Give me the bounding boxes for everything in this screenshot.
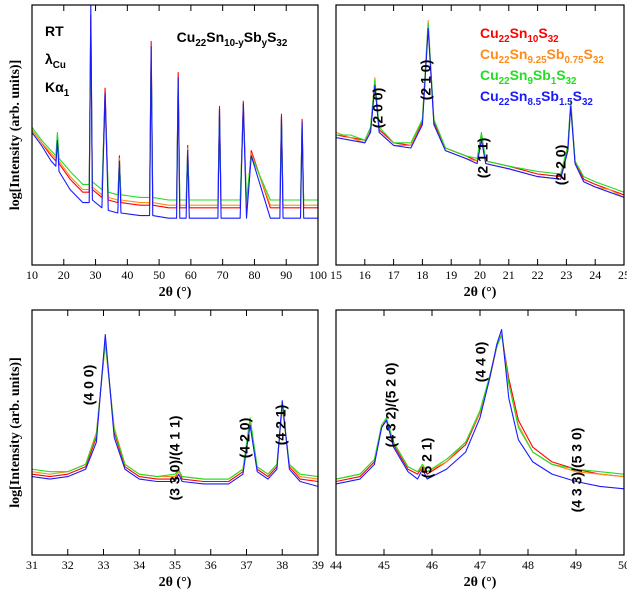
plot-area — [336, 329, 624, 490]
peak-annotation: Kα1 — [45, 79, 70, 99]
peak-annotation: (2 1 0) — [418, 60, 434, 100]
x-tick-label: 36 — [205, 558, 217, 572]
spectrum-line — [32, 30, 318, 201]
x-tick-label: 21 — [503, 268, 515, 282]
x-tick-label: 60 — [185, 268, 197, 282]
x-tick-label: 15 — [330, 268, 342, 282]
peak-annotation: (4 0 0) — [81, 365, 97, 405]
x-tick-label: 39 — [312, 558, 324, 572]
legend-entry: Cu22Sn10S32 — [480, 25, 559, 45]
legend-entry: Cu22Sn8.5Sb1.5S32 — [480, 88, 593, 108]
spectrum-line — [32, 333, 318, 487]
plot-area — [32, 333, 318, 487]
spectrum-line — [336, 329, 624, 490]
x-axis-label: 2θ (°) — [159, 285, 192, 300]
x-tick-label: 48 — [522, 558, 534, 572]
x-tick-label: 49 — [570, 558, 582, 572]
x-tick-label: 19 — [445, 268, 457, 282]
peak-annotation: (2 2 0) — [553, 145, 569, 185]
x-tick-label: 90 — [280, 268, 292, 282]
spectrum-line — [32, 35, 318, 206]
x-tick-label: 70 — [217, 268, 229, 282]
x-tick-label: 17 — [388, 268, 400, 282]
x-tick-label: 34 — [133, 558, 145, 572]
x-tick-label: 16 — [359, 268, 371, 282]
spectrum-line — [32, 14, 318, 209]
peak-annotation: (4 3 2)/(5 2 0) — [383, 363, 399, 448]
x-tick-label: 22 — [532, 268, 544, 282]
peak-annotation: (4 2 0) — [237, 418, 253, 458]
x-tick-label: 37 — [241, 558, 253, 572]
x-tick-label: 47 — [474, 558, 486, 572]
x-tick-label: 46 — [426, 558, 438, 572]
y-axis-label: log[Intensity (arb. units)] — [8, 60, 23, 211]
x-tick-label: 20 — [58, 268, 70, 282]
spectrum-line — [336, 27, 624, 198]
x-tick-label: 32 — [62, 558, 74, 572]
x-tick-label: 20 — [474, 268, 486, 282]
x-tick-label: 44 — [330, 558, 342, 572]
x-axis-label: 2θ (°) — [464, 285, 497, 300]
y-axis-label: log[Intensity (arb. units)] — [8, 357, 23, 508]
x-tick-label: 25 — [618, 268, 627, 282]
x-tick-label: 50 — [618, 558, 627, 572]
x-axis-label: 2θ (°) — [464, 575, 497, 590]
plot-frame — [31, 4, 319, 266]
peak-annotation: (5 2 1) — [419, 438, 435, 478]
x-tick-label: 30 — [90, 268, 102, 282]
x-tick-label: 10 — [26, 268, 38, 282]
x-tick-label: 80 — [248, 268, 260, 282]
x-tick-label: 33 — [98, 558, 110, 572]
legend-entry: Cu22Sn9Sb1S32 — [480, 67, 577, 87]
peak-annotation: RT — [45, 23, 64, 39]
peak-annotation: (2 1 1) — [475, 138, 491, 178]
plot-area — [336, 20, 624, 198]
x-tick-label: 31 — [26, 558, 38, 572]
spectrum-line — [32, 5, 318, 219]
x-tick-label: 18 — [416, 268, 428, 282]
peak-annotation: (2 0 0) — [370, 88, 386, 128]
x-tick-label: 24 — [589, 268, 601, 282]
peak-annotation: Cu22Sn10-ySbyS32 — [177, 29, 288, 49]
legend-entry: Cu22Sn9.25Sb0.75S32 — [480, 46, 604, 66]
x-tick-label: 35 — [169, 558, 181, 572]
peak-annotation: (3 3 0)/(4 1 1) — [167, 416, 183, 501]
x-tick-label: 100 — [309, 268, 327, 282]
x-tick-label: 50 — [153, 268, 165, 282]
peak-annotation: (4 3 3)/(5 3 0) — [569, 428, 585, 513]
x-tick-label: 45 — [378, 558, 390, 572]
plot-frame — [335, 4, 625, 266]
x-tick-label: 23 — [560, 268, 572, 282]
spectrum-line — [336, 333, 624, 480]
plot-area — [32, 5, 318, 219]
x-axis-label: 2θ (°) — [159, 575, 192, 590]
x-tick-label: 38 — [276, 558, 288, 572]
x-tick-label: 40 — [121, 268, 133, 282]
peak-annotation: λCu — [45, 51, 66, 71]
peak-annotation: (4 2 1) — [273, 405, 289, 445]
peak-annotation: (4 4 0) — [473, 342, 489, 382]
